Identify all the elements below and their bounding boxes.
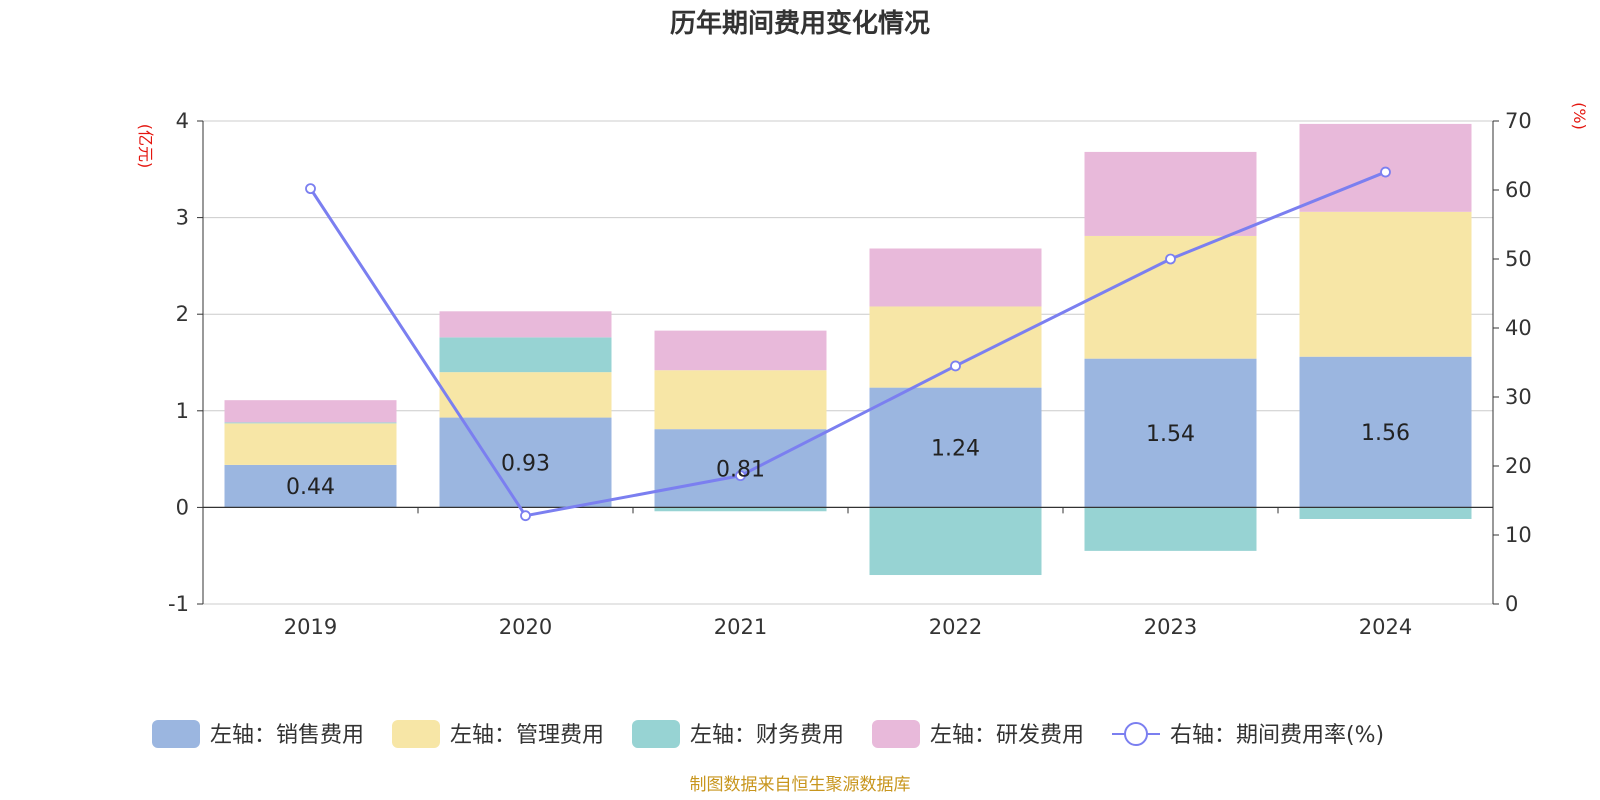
data-labels: 0.44 0.93 0.81 1.24 1.54 1.56 xyxy=(286,421,1410,500)
legend-swatch xyxy=(632,720,680,748)
data-label: 1.56 xyxy=(1361,421,1410,446)
bar-左轴：研发费用-2022 xyxy=(869,248,1042,307)
bar-左轴：管理费用-2022 xyxy=(869,306,1042,388)
legend-label: 左轴：销售费用 xyxy=(210,723,364,748)
bar-左轴：销售费用-2024 xyxy=(1299,356,1472,508)
grid xyxy=(203,120,1493,605)
bar-左轴：管理费用-2021 xyxy=(654,370,827,430)
left-tick-label: 0 xyxy=(176,495,189,519)
legend-label: 右轴：期间费用率(%) xyxy=(1170,723,1384,748)
right-tick-label: 70 xyxy=(1505,109,1532,133)
right-tick-label: 50 xyxy=(1505,247,1532,271)
legend-swatch xyxy=(152,720,200,748)
rate-point xyxy=(950,360,961,372)
rate-point xyxy=(1380,166,1391,178)
bar-左轴：财务费用-2020 xyxy=(439,337,612,373)
bar-左轴：销售费用-2020 xyxy=(439,417,612,508)
rate-point xyxy=(1165,253,1176,265)
rate-line xyxy=(305,166,1391,522)
data-label: 1.54 xyxy=(1146,422,1195,447)
left-tick-label: 4 xyxy=(176,109,189,133)
bar-左轴：销售费用-2019 xyxy=(224,464,397,508)
bar-左轴：财务费用-2019 xyxy=(224,422,397,424)
legend-label: 左轴：管理费用 xyxy=(450,723,604,748)
bar-左轴：财务费用-2023 xyxy=(1084,507,1257,551)
legend-line-marker xyxy=(1124,722,1148,746)
rate-point xyxy=(305,183,316,195)
left-tick-label: 3 xyxy=(176,206,189,230)
source-note: 制图数据来自恒生聚源数据库 xyxy=(690,775,911,795)
rate-point xyxy=(735,470,746,482)
x-tick-label: 2019 xyxy=(284,615,337,639)
left-tick-label: -1 xyxy=(168,592,189,616)
bar-左轴：财务费用-2022 xyxy=(869,507,1042,576)
legend-swatch xyxy=(392,720,440,748)
right-tick-label: 40 xyxy=(1505,316,1532,340)
bar-左轴：销售费用-2021 xyxy=(654,429,827,508)
legend-label: 左轴：研发费用 xyxy=(930,723,1084,748)
data-label: 0.44 xyxy=(286,475,335,500)
right-tick-label: 30 xyxy=(1505,385,1532,409)
bar-左轴：研发费用-2019 xyxy=(224,400,397,423)
bar-左轴：管理费用-2020 xyxy=(439,372,612,418)
x-tick-label: 2022 xyxy=(929,615,982,639)
bar-左轴：财务费用-2021 xyxy=(654,507,827,512)
legend-swatch xyxy=(872,720,920,748)
left-axis-unit: (亿元) xyxy=(136,124,155,169)
chart-title: 历年期间费用变化情况 xyxy=(670,8,930,39)
left-tick-label: 1 xyxy=(176,399,189,423)
legend: 左轴：销售费用 左轴：管理费用 左轴：财务费用 左轴：研发费用 右轴：期间费用率(%) xyxy=(152,720,1384,748)
rate-polyline xyxy=(309,170,1387,518)
x-tick-label: 2021 xyxy=(714,615,767,639)
bar-左轴：研发费用-2023 xyxy=(1084,151,1257,236)
x-tick-label: 2020 xyxy=(499,615,552,639)
right-tick-label: 10 xyxy=(1505,523,1532,547)
bar-左轴：财务费用-2024 xyxy=(1299,507,1472,519)
legend-label: 左轴：财务费用 xyxy=(690,723,844,748)
x-tick-label: 2024 xyxy=(1359,615,1412,639)
data-label: 1.24 xyxy=(931,437,980,462)
bar-左轴：研发费用-2021 xyxy=(654,330,827,371)
left-tick-label: 2 xyxy=(176,302,189,326)
bar-左轴：管理费用-2019 xyxy=(224,423,397,465)
right-tick-label: 60 xyxy=(1505,178,1532,202)
bar-左轴：销售费用-2023 xyxy=(1084,358,1257,508)
right-tick-label: 20 xyxy=(1505,454,1532,478)
x-tick-label: 2023 xyxy=(1144,615,1197,639)
data-label: 0.81 xyxy=(716,457,765,482)
bar-左轴：管理费用-2024 xyxy=(1299,211,1472,357)
right-axis-unit: (%) xyxy=(1570,102,1589,130)
bar-左轴：研发费用-2020 xyxy=(439,311,612,338)
data-label: 0.93 xyxy=(501,451,550,476)
rate-point xyxy=(520,510,531,522)
bar-左轴：销售费用-2022 xyxy=(869,387,1042,508)
right-tick-label: 0 xyxy=(1505,592,1518,616)
